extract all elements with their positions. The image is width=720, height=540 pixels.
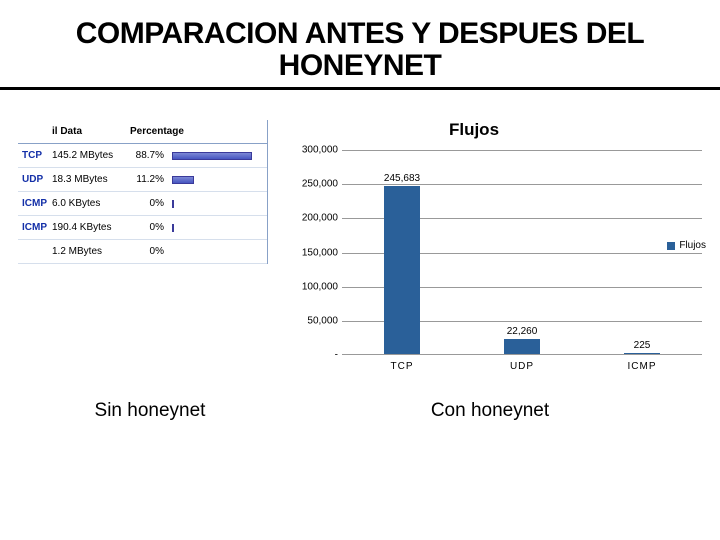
chart-title: Flujos xyxy=(286,120,702,140)
caption-sin-honeynet: Sin honeynet xyxy=(0,400,290,422)
y-tick: 200,000 xyxy=(302,213,338,224)
cell-data: 145.2 MBytes xyxy=(50,146,128,165)
cell-pct: 0% xyxy=(128,242,166,261)
x-tick: TCP xyxy=(342,361,462,372)
y-tick: 150,000 xyxy=(302,247,338,258)
bar-value-label: 225 xyxy=(634,340,651,351)
bar-value-label: 245,683 xyxy=(384,173,420,184)
cell-pct: 11.2% xyxy=(128,170,166,189)
x-axis: TCPUDPICMP xyxy=(342,355,702,372)
table-header: il DataPercentage xyxy=(18,120,267,144)
bar xyxy=(624,353,660,354)
bar-slot: 245,683 xyxy=(342,186,462,354)
x-tick: ICMP xyxy=(582,361,702,372)
cell-proto: ICMP xyxy=(18,194,50,213)
cell-proto: TCP xyxy=(18,146,50,165)
legend-swatch xyxy=(667,242,675,250)
plot-area: 245,68322,260225 xyxy=(342,150,702,355)
caption-con-honeynet: Con honeynet xyxy=(290,400,720,422)
y-tick: 300,000 xyxy=(302,145,338,156)
x-tick: UDP xyxy=(462,361,582,372)
cell-pct: 0% xyxy=(128,194,166,213)
hbar xyxy=(172,176,194,184)
legend: Flujos xyxy=(667,240,706,251)
bar-value-label: 22,260 xyxy=(507,326,538,337)
hbar xyxy=(172,224,174,232)
bar xyxy=(384,186,420,354)
cell-pct: 88.7% xyxy=(128,146,166,165)
cell-data: 18.3 MBytes xyxy=(50,170,128,189)
bar-slot: 22,260 xyxy=(462,339,582,354)
y-tick: 250,000 xyxy=(302,179,338,190)
cell-data: 190.4 KBytes xyxy=(50,218,128,237)
table-row: TCP145.2 MBytes88.7% xyxy=(18,144,267,168)
cell-data: 6.0 KBytes xyxy=(50,194,128,213)
table-row: UDP18.3 MBytes11.2% xyxy=(18,168,267,192)
y-tick: - xyxy=(335,350,338,361)
cell-data: 1.2 MBytes xyxy=(50,242,128,261)
table-row-total: 1.2 MBytes0% xyxy=(18,240,267,264)
bar-slot: 225 xyxy=(582,353,702,354)
th-pct: Percentage xyxy=(128,122,166,141)
y-tick: 100,000 xyxy=(302,281,338,292)
table-row: ICMP6.0 KBytes0% xyxy=(18,192,267,216)
cell-proto: UDP xyxy=(18,170,50,189)
legend-label: Flujos xyxy=(679,240,706,251)
bar xyxy=(504,339,540,354)
page-title: COMPARACION ANTES Y DESPUES DEL HONEYNET xyxy=(0,18,720,90)
cell-pct: 0% xyxy=(128,218,166,237)
table-row: ICMP190.4 KBytes0% xyxy=(18,216,267,240)
y-axis: 300,000250,000200,000150,000100,00050,00… xyxy=(286,150,342,355)
chart-flujos: Flujos 300,000 250,000 200,000 150,000 100,0… xyxy=(286,120,702,372)
cell-proto: ICMP xyxy=(18,218,50,237)
table-sin-honeynet: il DataPercentageTCP145.2 MBytes88.7%UDP… xyxy=(18,120,268,372)
th-data: il Data xyxy=(50,122,128,141)
hbar xyxy=(172,152,252,160)
hbar xyxy=(172,200,174,208)
y-tick: 50,000 xyxy=(307,315,338,326)
